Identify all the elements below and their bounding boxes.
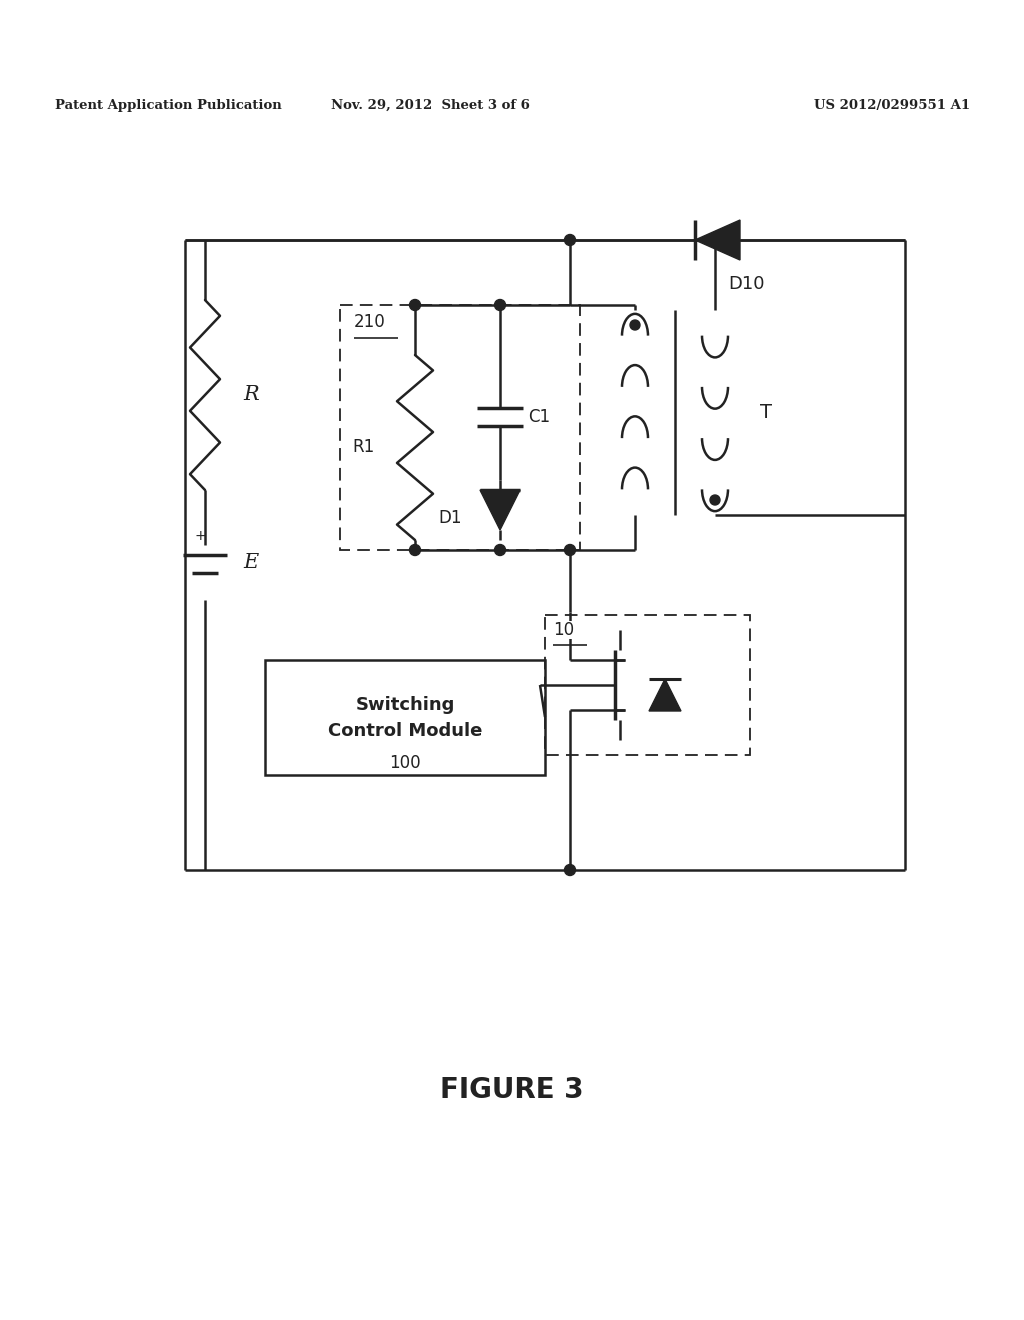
Text: E: E xyxy=(243,553,258,573)
Bar xyxy=(265,660,545,775)
Polygon shape xyxy=(695,220,740,260)
Text: D1: D1 xyxy=(438,510,462,527)
Circle shape xyxy=(710,235,721,246)
Circle shape xyxy=(495,544,506,556)
Text: Patent Application Publication: Patent Application Publication xyxy=(55,99,282,111)
Text: R: R xyxy=(243,385,259,404)
Text: Control Module: Control Module xyxy=(328,722,482,741)
Circle shape xyxy=(630,319,640,330)
Polygon shape xyxy=(480,490,520,531)
Circle shape xyxy=(710,235,721,246)
Text: Nov. 29, 2012  Sheet 3 of 6: Nov. 29, 2012 Sheet 3 of 6 xyxy=(331,99,529,111)
Circle shape xyxy=(564,865,575,875)
Text: +: + xyxy=(195,529,206,543)
Text: T: T xyxy=(760,403,772,421)
Text: D10: D10 xyxy=(729,275,765,293)
Text: Switching: Switching xyxy=(355,696,455,714)
Text: 210: 210 xyxy=(354,313,386,331)
Bar xyxy=(340,305,580,550)
Polygon shape xyxy=(649,678,681,711)
Circle shape xyxy=(495,300,506,310)
Circle shape xyxy=(710,495,720,506)
Text: C1: C1 xyxy=(528,408,550,426)
Text: 10: 10 xyxy=(553,620,574,639)
Circle shape xyxy=(564,544,575,556)
Text: FIGURE 3: FIGURE 3 xyxy=(440,1076,584,1104)
Circle shape xyxy=(410,300,421,310)
Text: US 2012/0299551 A1: US 2012/0299551 A1 xyxy=(814,99,970,111)
Circle shape xyxy=(564,235,575,246)
Text: R1: R1 xyxy=(352,438,375,455)
Bar xyxy=(545,615,750,755)
Circle shape xyxy=(410,544,421,556)
Text: 100: 100 xyxy=(389,754,421,772)
